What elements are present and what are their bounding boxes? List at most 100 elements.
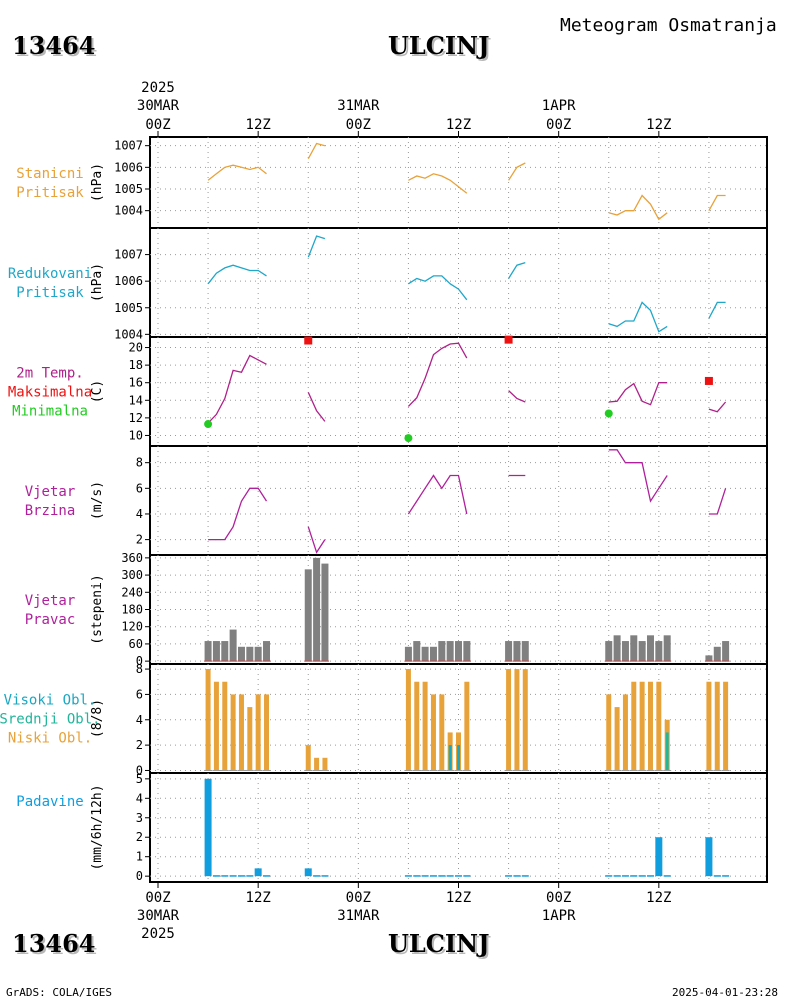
series-line (508, 162, 526, 181)
low-cloud-bar (714, 681, 720, 771)
bar (705, 655, 713, 662)
precip-bar (455, 875, 462, 877)
top-time-axis: 00Z 30MAR 2025 12Z 00Z 31MAR 12Z 00Z 1APR 12Z (137, 80, 671, 137)
series-line (408, 275, 468, 301)
precip-bar (212, 875, 220, 877)
station-name: ULCINJ (388, 31, 489, 60)
time-tick-label: 00Z (546, 890, 571, 906)
footer-station-name: ULCINJ (388, 929, 489, 958)
station-name-shadow: ULCINJ (390, 33, 491, 62)
bar (646, 635, 654, 662)
low-cloud-bar (639, 681, 645, 771)
bar (521, 641, 529, 662)
series-line (608, 301, 668, 333)
bar (429, 646, 437, 662)
ylabel: (hPa) (90, 263, 105, 302)
low-cloud-bar (514, 669, 520, 771)
bar (204, 641, 212, 662)
time-year-label: 2025 (141, 926, 175, 942)
time-tick-label: 00Z (346, 890, 371, 906)
ytick-label: 240 (121, 585, 143, 599)
ytick-label: 3 (136, 811, 143, 825)
bar (221, 641, 229, 662)
series-line (608, 382, 668, 406)
panel-label: Vjetar (25, 484, 76, 500)
panel-label: Stanicni (16, 166, 83, 182)
product-title: Meteogram Osmatranja (560, 15, 777, 36)
series-line (708, 488, 727, 515)
ytick-label: 2 (136, 533, 143, 547)
ytick-label: 20 (129, 341, 143, 355)
ytick-label: 0 (136, 654, 143, 668)
low-cloud-bar (422, 681, 428, 771)
precip-bar (621, 875, 629, 877)
precip-bar (630, 875, 638, 877)
series-line (407, 342, 468, 407)
precip-bar (613, 875, 621, 877)
ytick-label: 1006 (114, 274, 143, 288)
ytick-label: 5 (136, 772, 143, 786)
panel-label: Maksimalna (8, 385, 92, 401)
bar (638, 641, 646, 662)
panel-label: Vjetar (25, 593, 76, 609)
bar (613, 635, 621, 662)
bar (229, 629, 237, 662)
series-line (307, 392, 326, 422)
series-line (307, 526, 326, 554)
bar (663, 635, 671, 662)
tmin-marker (604, 409, 613, 418)
panel-frame (149, 772, 768, 883)
series-line (407, 474, 468, 515)
low-cloud-bar (213, 681, 219, 771)
time-date-label: 30MAR (137, 98, 180, 114)
ytick-label: 10 (129, 428, 143, 442)
series-line (307, 235, 326, 258)
time-tick-label: 12Z (446, 117, 471, 133)
precip-bar (722, 875, 730, 877)
time-tick-label: 12Z (246, 117, 271, 133)
bar (237, 646, 245, 662)
time-date-label: 31MAR (337, 98, 380, 114)
ytick-label: 1004 (114, 327, 143, 341)
precip-bar (655, 837, 663, 877)
low-cloud-bar (322, 757, 328, 771)
precip-bar (713, 875, 721, 877)
series-line (608, 449, 668, 503)
series-line (408, 173, 468, 194)
ytick-label: 1007 (114, 139, 143, 153)
series-line (207, 264, 267, 285)
bar (605, 641, 613, 662)
series-line (708, 401, 727, 413)
low-cloud-bar (255, 694, 261, 771)
panel-label: Padavine (16, 794, 83, 810)
ytick-label: 180 (121, 603, 143, 617)
time-date-label: 31MAR (337, 908, 380, 924)
low-cloud-bar (439, 694, 445, 771)
station-id-shadow: 13464 (14, 33, 98, 62)
ylabel: (8/8) (90, 699, 105, 738)
time-tick-label: 12Z (246, 890, 271, 906)
series-line (608, 194, 668, 221)
bar (321, 563, 329, 662)
low-cloud-bar (247, 707, 253, 771)
panels: 1004100510061007(hPa)StanicniPritisak100… (0, 136, 768, 883)
precip-bar (646, 875, 654, 877)
bar (313, 557, 321, 662)
precip-bar (705, 837, 713, 877)
bar (513, 641, 521, 662)
ytick-label: 2 (136, 830, 143, 844)
time-date-label: 30MAR (137, 908, 180, 924)
precip-bar (304, 868, 312, 877)
ytick-label: 1006 (114, 160, 143, 174)
low-cloud-bar (414, 681, 420, 771)
precip-bar (237, 875, 245, 877)
low-cloud-bar (238, 694, 244, 771)
footer-timestamp: 2025-04-01-23:28 (672, 986, 778, 999)
tmax-marker (504, 335, 513, 344)
low-cloud-bar (606, 694, 612, 771)
low-cloud-bar (647, 681, 653, 771)
tmin-marker (404, 434, 413, 443)
bar (212, 641, 220, 662)
ytick-label: 4 (136, 713, 143, 727)
